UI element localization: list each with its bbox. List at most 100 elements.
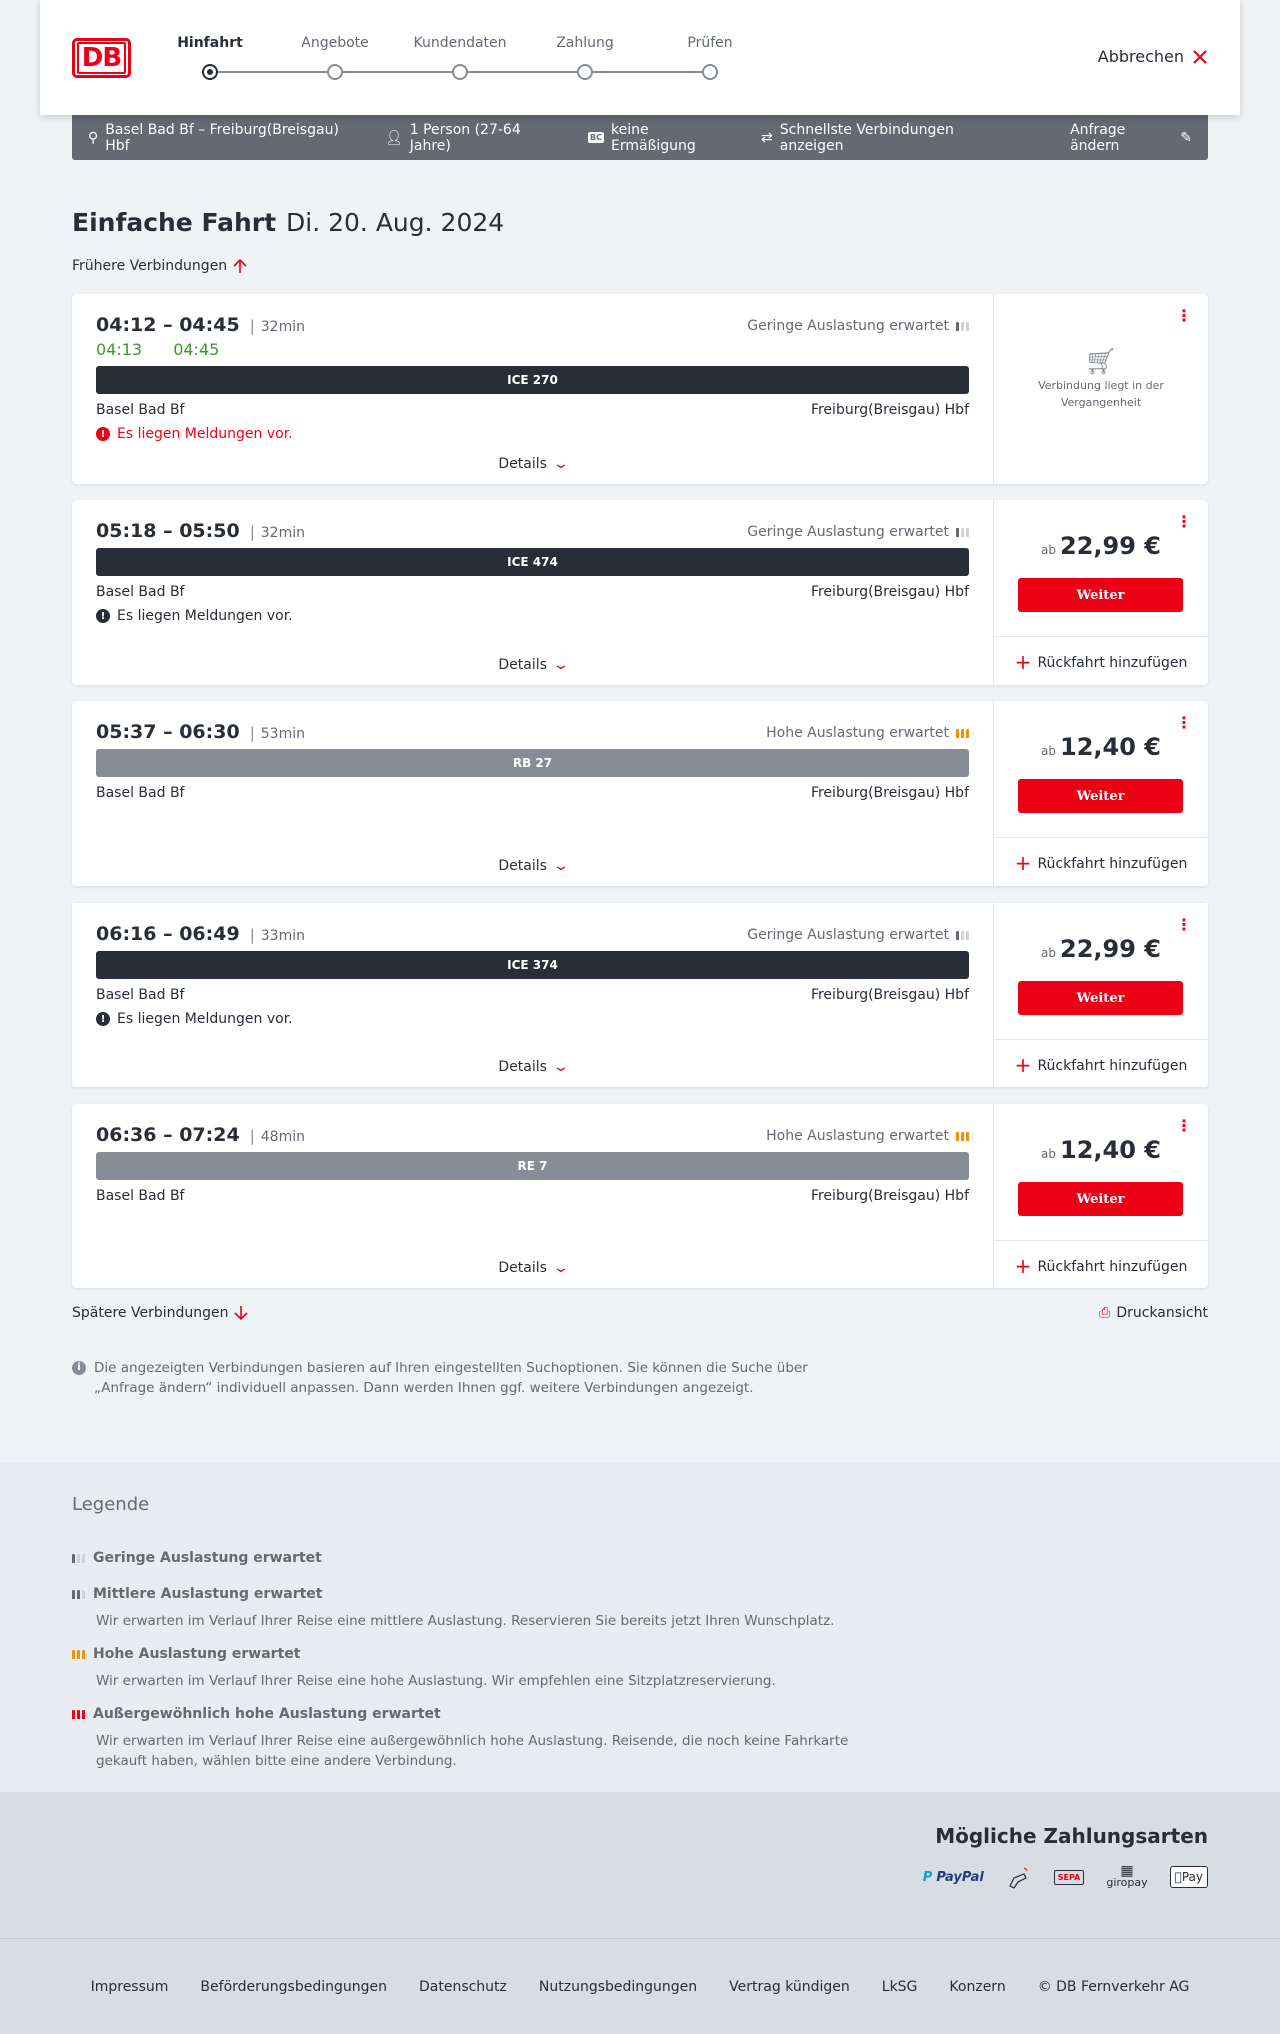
chevron-down-icon: ⌄ (551, 1059, 570, 1075)
duration: 32min (260, 319, 305, 335)
messages-notice[interactable]: ! Es liegen Meldungen vor. (96, 426, 293, 442)
search-summary-bar: ⚲ Basel Bad Bf – Freiburg(Breisgau) Hbf 👤… (72, 115, 1208, 160)
plus-icon: + (1014, 650, 1032, 674)
person-icon: 👤︎ (384, 129, 403, 146)
plus-icon: + (1014, 851, 1032, 875)
departure-station: Basel Bad Bf (96, 987, 185, 1003)
occupancy-high-icon (72, 1649, 85, 1659)
divider (994, 1039, 1208, 1040)
duration: 32min (260, 525, 305, 541)
footer-link[interactable]: Konzern (949, 1978, 1006, 1995)
more-options-icon[interactable]: ⋮ (1176, 713, 1192, 732)
add-return-trip-button[interactable]: + Rückfahrt hinzufügen (1014, 851, 1188, 875)
connection-times: 06:16 – 06:49 | 33min (96, 923, 305, 945)
route-summary: ⚲ Basel Bad Bf – Freiburg(Breisgau) Hbf (88, 121, 339, 154)
divider (994, 636, 1208, 637)
apple-pay-logo: Pay (1169, 1866, 1208, 1888)
occupancy-exceptional-icon (72, 1709, 85, 1719)
details-toggle[interactable]: Details ⌄ (498, 657, 570, 673)
footer-link[interactable]: Beförderungsbedingungen (200, 1978, 387, 1995)
earlier-connections-link[interactable]: Frühere Verbindungen (72, 258, 247, 274)
messages-notice[interactable]: ! Es liegen Meldungen vor. (96, 1011, 293, 1027)
occupancy-medium-icon (72, 1589, 85, 1599)
more-options-icon[interactable]: ⋮ (1176, 1116, 1192, 1135)
header: DB Hinfahrt Angebote Kundendaten Zahlung Prü… (40, 0, 1240, 115)
occupancy-low-icon (956, 321, 969, 331)
details-toggle[interactable]: Details ⌄ (498, 858, 570, 874)
occupancy-indicator: Geringe Auslastung erwartet (747, 524, 969, 540)
legend-item-low: Geringe Auslastung erwartet (72, 1550, 852, 1566)
chevron-down-icon: ⌄ (551, 1260, 570, 1276)
add-return-trip-button[interactable]: + Rückfahrt hinzufügen (1014, 1254, 1188, 1278)
arrow-down-icon (234, 1306, 249, 1321)
legend-title: Legende (72, 1494, 150, 1515)
more-options-icon[interactable]: ⋮ (1176, 915, 1192, 934)
divider (994, 1240, 1208, 1241)
train-bar[interactable]: ICE 474 (96, 548, 969, 576)
footer-link[interactable]: Vertrag kündigen (729, 1978, 850, 1995)
location-pin-icon: ⚲ (88, 129, 99, 146)
fastest-connections-toggle[interactable]: ⇄ Schnellste Verbindungen anzeigen (761, 121, 954, 154)
info-note: i Die angezeigten Verbindungen basieren … (72, 1358, 852, 1398)
continue-button[interactable]: Weiter (1018, 1182, 1183, 1216)
connection-info: 04:12 – 04:45 | 32min Geringe Auslastung er… (72, 294, 994, 484)
paypal-logo: P PayPal (922, 1869, 984, 1885)
more-options-icon[interactable]: ⋮ (1176, 512, 1192, 531)
connection-card: 06:36 – 07:24 | 48min Hohe Auslastung erwar… (72, 1104, 1208, 1288)
giropay-logo: ▦ giropay (1106, 1863, 1148, 1889)
add-return-trip-button[interactable]: + Rückfahrt hinzufügen (1014, 1053, 1188, 1077)
train-bar[interactable]: ICE 374 (96, 951, 969, 979)
details-toggle[interactable]: Details ⌄ (498, 456, 570, 472)
chevron-down-icon: ⌄ (551, 456, 570, 472)
traveller-summary: 👤︎ 1 Person (27-64 Jahre) (384, 121, 521, 154)
more-options-icon[interactable]: ⋮ (1176, 306, 1192, 325)
train-bar[interactable]: RE 7 (96, 1152, 969, 1180)
offer-panel: ⋮ ab 22,99 € Weiter + Rückfahrt hinzufügen (994, 903, 1208, 1087)
footer-link[interactable]: Datenschutz (418, 1978, 507, 1995)
occupancy-high-icon (956, 1131, 969, 1141)
page-title: Einfache Fahrt Di. 20. Aug. 2024 (72, 208, 505, 237)
later-connections-link[interactable]: Spätere Verbindungen (72, 1305, 249, 1321)
connection-info: 05:18 – 05:50 | 32min Geringe Auslastung er… (72, 500, 994, 685)
train-bar[interactable]: RB 27 (96, 749, 969, 777)
arrow-up-icon (233, 258, 247, 273)
continue-button[interactable]: Weiter (1018, 981, 1183, 1015)
add-return-trip-button[interactable]: + Rückfahrt hinzufügen (1014, 650, 1188, 674)
arrival-station: Freiburg(Breisgau) Hbf (810, 785, 969, 801)
footer-link: © DB Fernverkehr AG (1037, 1978, 1190, 1995)
price: ab 12,40 € (1041, 733, 1161, 761)
legend-item-high: Hohe Auslastung erwartet Wir erwarten im … (72, 1646, 852, 1691)
close-icon (1193, 49, 1207, 64)
footer-link[interactable]: Impressum (90, 1978, 169, 1995)
offer-panel: ⋮ ab 12,40 € Weiter + Rückfahrt hinzufügen (994, 1104, 1208, 1288)
db-logo[interactable]: DB (72, 38, 131, 78)
step-label-0: Hinfahrt (177, 35, 243, 51)
continue-button[interactable]: Weiter (1018, 779, 1183, 813)
duration: 53min (260, 726, 305, 742)
past-connection-notice: 🛒︎ Verbindung liegt in der Vergangenheit (994, 349, 1208, 411)
print-view-link[interactable]: ⎙ Druckansicht (1099, 1305, 1208, 1321)
step-indicator-3 (577, 64, 593, 80)
footer-link[interactable]: Nutzungsbedingungen (538, 1978, 698, 1995)
offer-panel: ⋮ ab 12,40 € Weiter + Rückfahrt hinzufügen (994, 701, 1208, 886)
discount-summary: BC keine Ermäßigung (588, 121, 696, 154)
step-label-2: Kundendaten (413, 35, 507, 51)
occupancy-indicator: Hohe Auslastung erwartet (766, 1128, 969, 1144)
alert-icon: ! (96, 1012, 110, 1026)
change-request-button[interactable]: Anfrage ändern ✎ (1070, 121, 1192, 154)
price: ab 22,99 € (1041, 935, 1161, 963)
details-toggle[interactable]: Details ⌄ (498, 1260, 570, 1276)
step-indicator-0 (202, 64, 218, 80)
continue-button[interactable]: Weiter (1018, 578, 1183, 612)
chevron-down-icon: ⌄ (551, 657, 570, 673)
train-bar[interactable]: ICE 270 (96, 366, 969, 394)
connection-info: 05:37 – 06:30 | 53min Hohe Auslastung erwar… (72, 701, 994, 886)
cancel-button[interactable]: Abbrechen (1098, 47, 1208, 66)
details-toggle[interactable]: Details ⌄ (498, 1059, 570, 1075)
messages-notice[interactable]: ! Es liegen Meldungen vor. (96, 608, 293, 624)
plus-icon: + (1014, 1053, 1032, 1077)
alert-icon: ! (96, 427, 110, 441)
footer-link[interactable]: LkSG (881, 1978, 918, 1995)
contactless-card-icon (1006, 1862, 1032, 1892)
connection-info: 06:16 – 06:49 | 33min Geringe Auslastung er… (72, 903, 994, 1087)
